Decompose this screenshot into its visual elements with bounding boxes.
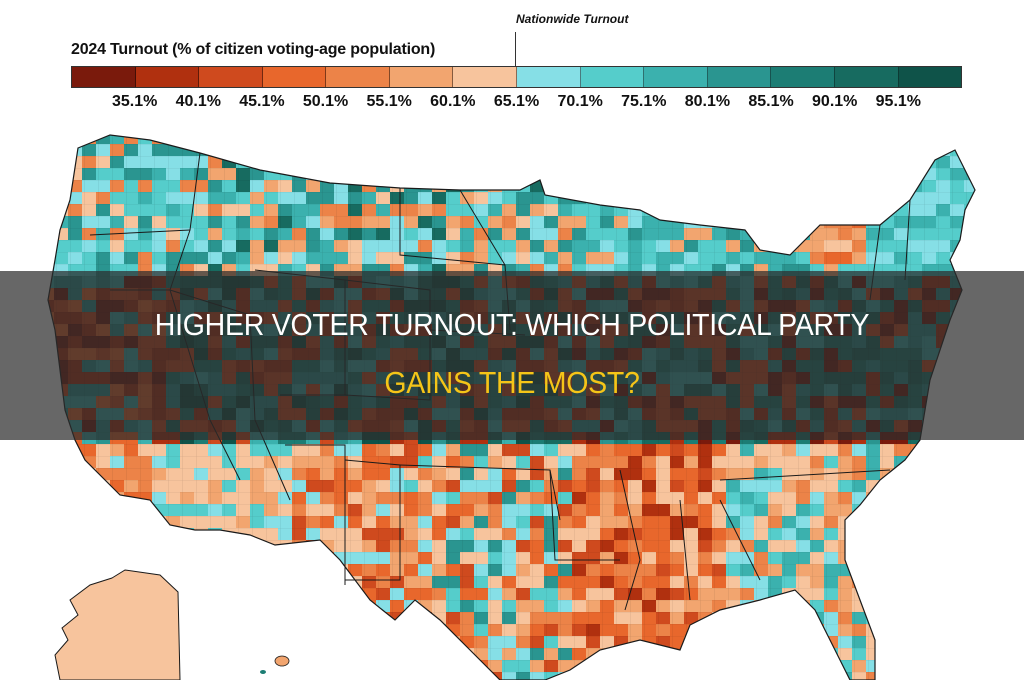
legend-swatch bbox=[326, 67, 390, 87]
legend-swatch bbox=[199, 67, 263, 87]
legend-tick-label: 40.1% bbox=[175, 93, 221, 110]
legend-color-bar bbox=[71, 66, 962, 88]
legend-swatch bbox=[644, 67, 708, 87]
legend-swatch bbox=[135, 67, 200, 87]
legend: 2024 Turnout (% of citizen voting-age po… bbox=[0, 0, 1024, 120]
hawaii-island bbox=[274, 655, 290, 667]
legend-tick-label: 85.1% bbox=[748, 93, 794, 110]
legend-tick-label: 35.1% bbox=[111, 93, 158, 110]
legend-tick-label: 90.1% bbox=[812, 93, 858, 110]
nationwide-turnout-marker bbox=[515, 32, 516, 66]
legend-swatch bbox=[707, 67, 772, 87]
legend-swatch bbox=[834, 67, 899, 87]
headline-band bbox=[0, 271, 1024, 440]
legend-tick-label: 75.1% bbox=[621, 93, 667, 110]
legend-tick-label: 55.1% bbox=[366, 93, 412, 110]
legend-tick-labels: 35.1% 40.1% 45.1% 50.1% 55.1% 60.1% 65.1% 70.1%… bbox=[71, 93, 962, 115]
legend-swatch bbox=[262, 67, 327, 87]
legend-swatch bbox=[389, 67, 454, 87]
legend-swatch bbox=[898, 67, 962, 87]
legend-swatch bbox=[771, 67, 835, 87]
legend-tick-label: 60.1% bbox=[430, 93, 476, 110]
legend-tick-label: 70.1% bbox=[557, 93, 603, 110]
legend-swatch bbox=[517, 67, 581, 87]
legend-swatch bbox=[72, 67, 136, 87]
alaska bbox=[54, 569, 181, 680]
legend-title: 2024 Turnout (% of citizen voting-age po… bbox=[71, 41, 436, 58]
legend-tick-label: 95.1% bbox=[875, 93, 922, 110]
legend-swatch bbox=[453, 67, 518, 87]
headline-line-2: GAINS THE MOST? bbox=[384, 365, 640, 400]
legend-swatch bbox=[580, 67, 645, 87]
headline-line-1: HIGHER VOTER TURNOUT: WHICH POLITICAL PA… bbox=[154, 307, 870, 342]
hawaii-island bbox=[260, 670, 266, 674]
legend-tick-label: 45.1% bbox=[239, 93, 285, 110]
legend-tick-label: 50.1% bbox=[302, 93, 349, 110]
legend-tick-label: 80.1% bbox=[684, 93, 731, 110]
legend-tick-label: 65.1% bbox=[493, 93, 540, 110]
us-outline bbox=[47, 134, 976, 680]
nationwide-turnout-label: Nationwide Turnout bbox=[516, 12, 629, 26]
